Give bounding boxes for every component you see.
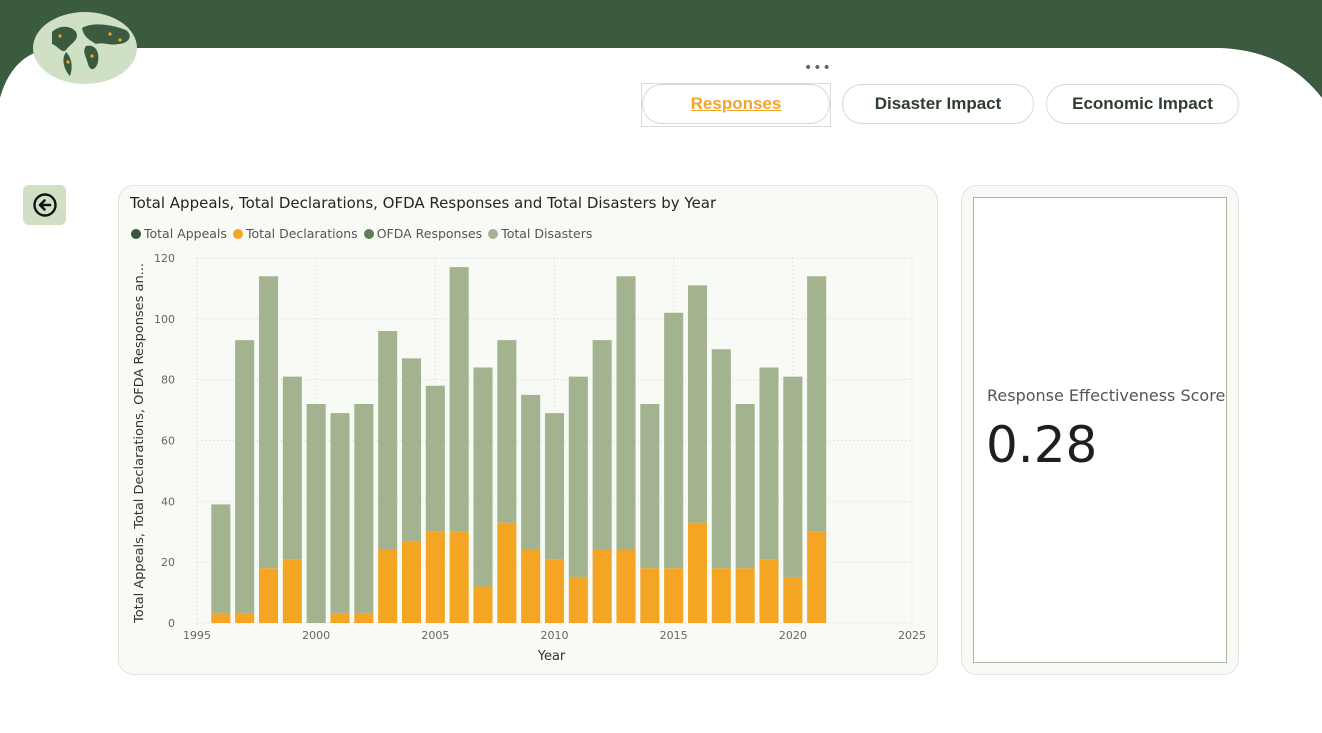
x-axis-title: Year [537, 649, 566, 664]
bar-total-disasters-2007 [473, 367, 493, 587]
header-band [0, 0, 1322, 98]
legend-dot-total-declarations [232, 228, 243, 239]
x-tick-label: 2005 [421, 629, 449, 642]
bar-total-disasters-2011 [568, 376, 588, 578]
bar-total-disasters-1998 [258, 276, 279, 569]
header-band-shape [0, 0, 1322, 98]
bar-total-declarations-2015 [664, 568, 684, 623]
bar-total-declarations-2021 [807, 531, 827, 623]
bar-total-declarations-2009 [521, 550, 541, 623]
bar-total-disasters-2016 [687, 285, 708, 523]
bar-total-disasters-2021 [807, 276, 827, 532]
bar-total-declarations-2005 [425, 531, 445, 623]
bar-total-disasters-2001 [330, 413, 350, 614]
tab-disaster-impact[interactable]: Disaster Impact [842, 84, 1034, 124]
bar-total-disasters-2014 [640, 404, 660, 569]
x-tick-label: 1995 [183, 629, 211, 642]
bar-total-declarations-2018 [735, 568, 755, 623]
bar-total-disasters-2004 [401, 358, 422, 541]
y-tick-label: 100 [154, 313, 175, 326]
selected-tab-frame [641, 83, 831, 127]
bar-total-declarations-2007 [473, 586, 493, 623]
legend-item-total-appeals[interactable]: Total Appeals [131, 226, 227, 241]
kpi-value: 0.28 [986, 416, 1098, 474]
bar-total-disasters-2002 [354, 404, 374, 614]
bar-total-disasters-2017 [711, 349, 731, 569]
bar-total-declarations-1999 [282, 559, 302, 623]
y-tick-label: 60 [161, 435, 175, 448]
bar-total-declarations-1997 [235, 613, 255, 623]
bar-total-declarations-2004 [401, 540, 422, 623]
legend-label-ofda-responses: OFDA Responses [376, 226, 483, 241]
x-tick-label: 2015 [660, 629, 688, 642]
bar-total-declarations-2008 [497, 522, 517, 623]
bar-total-declarations-2019 [759, 559, 779, 623]
bar-total-declarations-2016 [687, 522, 708, 623]
bar-total-disasters-2008 [497, 340, 517, 523]
arrow-left-circle-icon [32, 193, 57, 217]
back-button[interactable] [23, 185, 66, 225]
tab-responses[interactable]: Responses [642, 84, 830, 124]
bar-total-disasters-2006 [449, 267, 469, 532]
bar-total-declarations-1998 [258, 568, 279, 623]
bar-total-disasters-2018 [735, 404, 755, 569]
y-tick-label: 20 [161, 556, 175, 569]
x-tick-label: 2020 [779, 629, 807, 642]
bar-total-declarations-2013 [616, 550, 636, 623]
x-tick-label: 2025 [898, 629, 926, 642]
y-tick-label: 0 [168, 617, 175, 630]
bar-total-disasters-1999 [282, 376, 302, 560]
legend-item-total-disasters[interactable]: Total Disasters [488, 226, 592, 241]
legend-label-total-disasters: Total Disasters [501, 226, 593, 241]
legend-item-ofda-responses[interactable]: OFDA Responses [363, 226, 483, 241]
y-tick-label: 40 [161, 495, 175, 508]
stacked-bar-chart: 0 20 40 60 80 100 120 1995 2000 2005 2010 2015 2020 2… [131, 252, 926, 664]
bar-total-declarations-2014 [640, 568, 660, 623]
bar-total-declarations-2012 [592, 550, 612, 623]
kpi-card: Response Effectiveness Score 0.28 [961, 185, 1239, 675]
bar-total-disasters-2012 [592, 340, 612, 550]
bar-total-disasters-2010 [544, 413, 565, 560]
bar-total-declarations-2017 [711, 568, 731, 623]
legend-item-total-declarations[interactable]: Total Declarations [232, 226, 358, 241]
kpi-label: Response Effectiveness Score [987, 386, 1226, 405]
bar-total-declarations-2001 [330, 613, 350, 623]
y-axis-title: Total Appeals, Total Declarations, OFDA … [131, 263, 146, 624]
x-tick-label: 2010 [541, 629, 569, 642]
y-tick-label: 120 [154, 252, 175, 265]
bar-total-declarations-2010 [544, 559, 565, 623]
bar-total-disasters-2000 [306, 404, 326, 623]
bar-total-disasters-1996 [211, 504, 231, 614]
chart-card: 0 20 40 60 80 100 120 1995 2000 2005 2010 2015 2020 2… [118, 185, 938, 675]
x-tick-label: 2000 [302, 629, 330, 642]
bar-total-declarations-1996 [211, 613, 231, 623]
bar-total-disasters-1997 [235, 340, 255, 614]
legend-dot-total-disasters [488, 228, 499, 239]
bar-total-disasters-2015 [664, 312, 684, 569]
bar-total-disasters-2020 [783, 376, 803, 578]
y-tick-label: 80 [161, 374, 175, 387]
bar-total-declarations-2020 [783, 577, 803, 623]
bar-total-disasters-2009 [521, 394, 541, 550]
legend-label-total-appeals: Total Appeals [144, 226, 227, 241]
more-options-icon[interactable]: ••• [804, 60, 832, 76]
bar-total-declarations-2011 [568, 577, 588, 623]
world-map-logo [33, 12, 137, 84]
legend-dot-ofda-responses [363, 228, 374, 239]
kpi-frame: Response Effectiveness Score 0.28 [973, 197, 1227, 663]
bar-total-disasters-2003 [378, 331, 398, 550]
legend-label-total-declarations: Total Declarations [245, 226, 358, 241]
bar-total-declarations-2003 [378, 550, 398, 623]
legend-dot-total-appeals [131, 228, 141, 239]
bar-total-declarations-2002 [354, 613, 374, 623]
bar-total-disasters-2013 [616, 276, 636, 550]
bar-total-disasters-2019 [759, 367, 779, 560]
tab-economic-impact[interactable]: Economic Impact [1046, 84, 1239, 124]
bar-total-disasters-2005 [425, 385, 445, 532]
chart-legend: Total Appeals Total Declarations OFDA Re… [131, 226, 598, 241]
bar-total-declarations-2006 [449, 531, 469, 623]
chart-title: Total Appeals, Total Declarations, OFDA … [130, 194, 717, 212]
